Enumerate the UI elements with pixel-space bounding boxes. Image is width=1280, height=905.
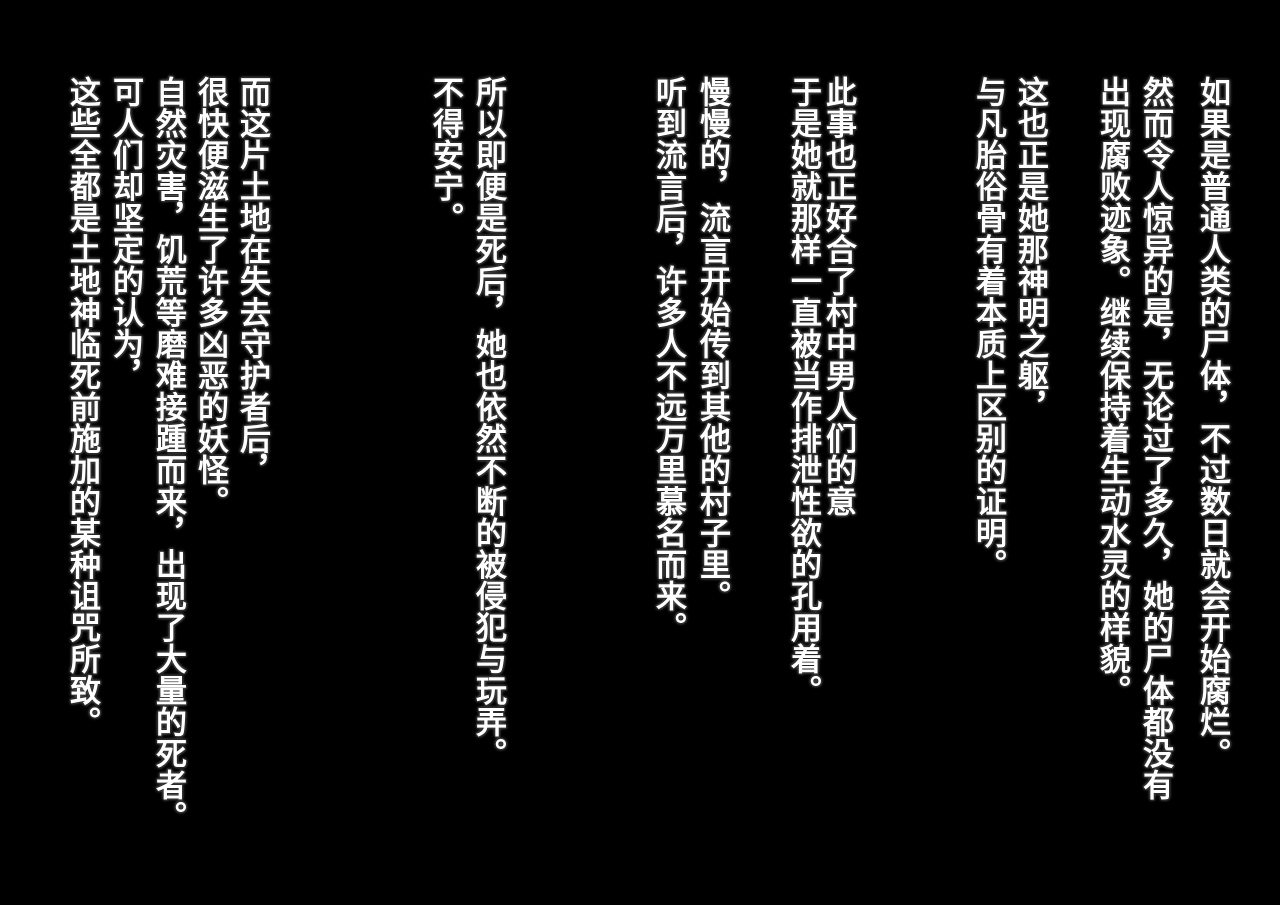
text-line: 而这片土地在失去守护者后，	[234, 76, 270, 486]
text-line: 可人们却坚定的认为，	[107, 76, 143, 391]
text-line: 与凡胎俗骨有着本质上区别的证明。	[970, 76, 1006, 580]
text-line: 不得安宁。	[427, 76, 463, 234]
text-line: 听到流言后，许多人不远万里慕名而来。	[650, 76, 686, 643]
text-line: 然而令人惊异的是，无论过了多久，她的尸体都没有	[1137, 76, 1173, 801]
text-line: 所以即便是死后，她也依然不断的被侵犯与玩弄。	[470, 76, 506, 769]
text-line: 很快便滋生了许多凶恶的妖怪。	[192, 76, 228, 517]
text-line: 如果是普通人类的尸体，不过数日就会开始腐烂。	[1194, 76, 1230, 769]
text-line: 这些全都是土地神临死前施加的某种诅咒所致。	[64, 76, 100, 738]
text-line: 慢慢的，流言开始传到其他的村子里。	[694, 76, 730, 612]
text-line: 这也正是她那神明之躯，	[1012, 76, 1048, 423]
text-line: 于是她就那样一直被当作排泄性欲的孔用着。	[785, 76, 821, 706]
text-line: 出现腐败迹象。继续保持着生动水灵的样貌。	[1094, 76, 1130, 706]
text-line: 自然灾害，饥荒等磨难接踵而来，出现了大量的死者。	[150, 76, 186, 832]
text-line: 此事也正好合了村中男人们的意	[820, 76, 856, 517]
